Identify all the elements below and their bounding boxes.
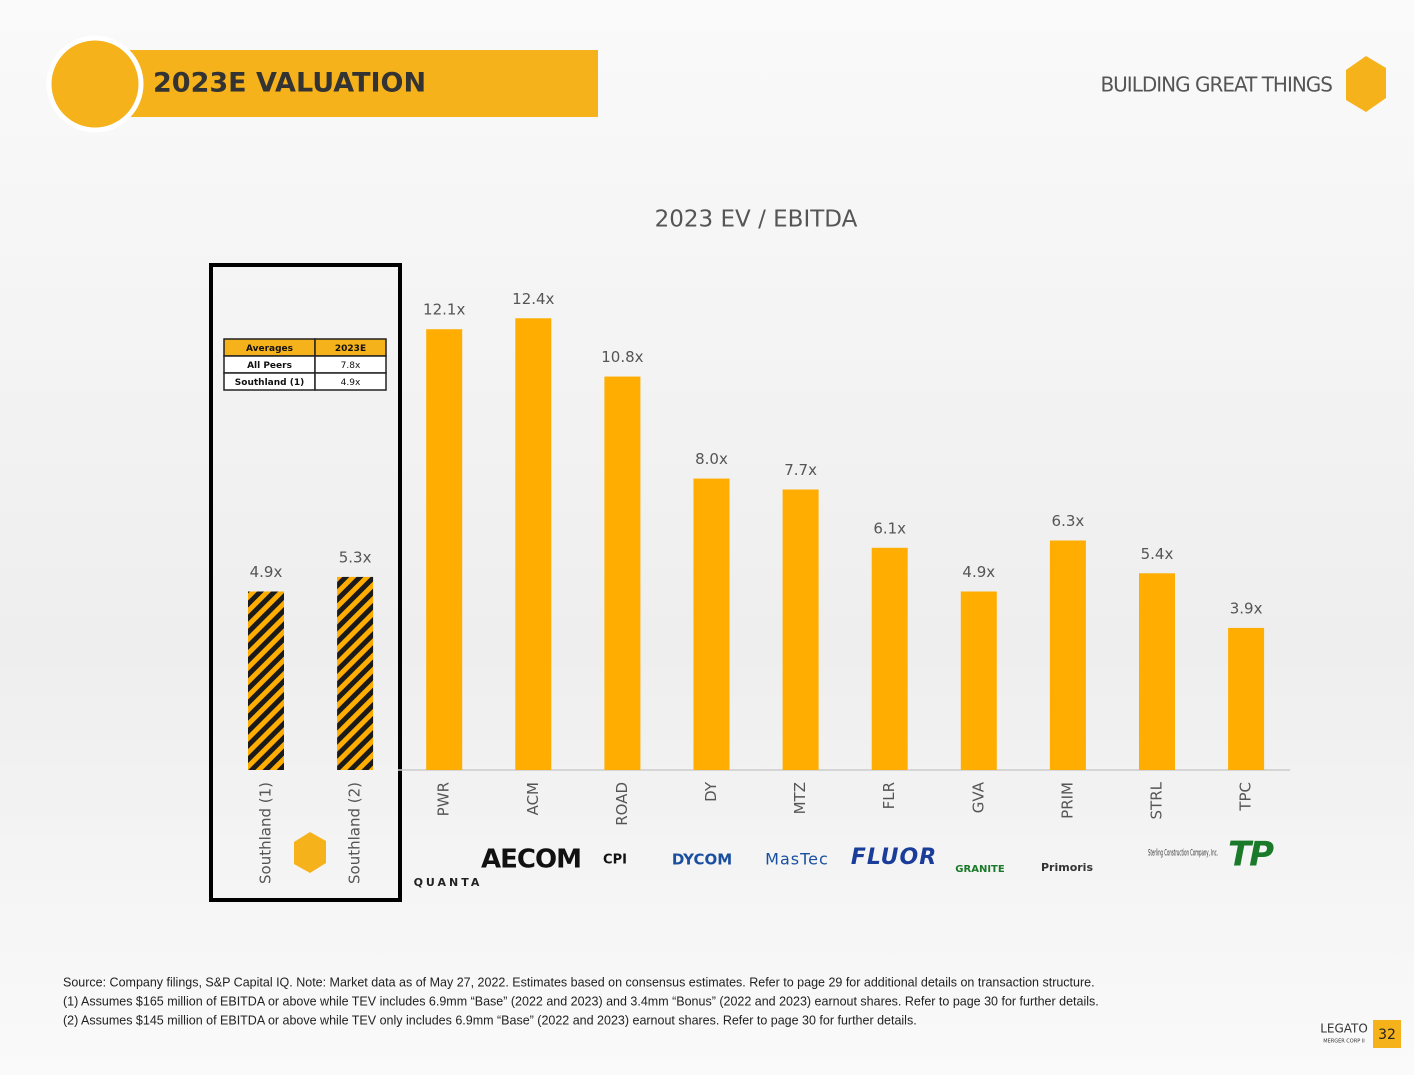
logo: AECOM xyxy=(481,845,581,875)
logo: TP xyxy=(1228,835,1274,875)
footnote: Source: Company filings, S&P Capital IQ.… xyxy=(63,975,1095,989)
tagline: BUILDING GREAT THINGS xyxy=(1100,73,1332,97)
bar xyxy=(337,576,374,770)
x-tick-label: Southland (1) xyxy=(257,782,275,884)
value-label: 5.3x xyxy=(339,548,372,566)
value-label: 5.4x xyxy=(1141,545,1174,563)
x-tick-label: TPC xyxy=(1237,782,1255,812)
bar xyxy=(248,591,284,770)
logo: MasTec xyxy=(765,850,829,869)
value-label: 6.1x xyxy=(873,519,906,537)
bar xyxy=(604,376,641,770)
value-label: 10.8x xyxy=(601,348,643,366)
x-tick-label: DY xyxy=(702,781,720,802)
x-tick-label: STRL xyxy=(1148,781,1166,819)
table-cell xyxy=(314,372,387,391)
x-tick-label: ACM xyxy=(524,782,542,815)
page-number: 32 xyxy=(1378,1027,1396,1043)
table-text: All Peers xyxy=(247,361,292,371)
logo: GRANITE xyxy=(955,864,1005,875)
x-tick-label: MTZ xyxy=(791,782,809,814)
table-text: Averages xyxy=(246,344,293,354)
x-tick-label: PRIM xyxy=(1058,782,1076,819)
x-tick-label: ROAD xyxy=(613,782,631,826)
value-label: 4.9x xyxy=(962,563,995,581)
brand-icon xyxy=(1346,56,1386,112)
value-label: 8.0x xyxy=(695,450,728,468)
footer-brand-sub: MERGER CORP II xyxy=(1323,1039,1365,1045)
table-text: Southland (1) xyxy=(235,378,304,388)
southland-box xyxy=(209,263,402,902)
value-label: 12.1x xyxy=(423,301,465,319)
value-label: 3.9x xyxy=(1230,599,1263,617)
logo: CPI xyxy=(603,853,627,868)
bar xyxy=(782,489,819,770)
x-tick-label: Southland (2) xyxy=(346,782,364,884)
logo: QUANTA xyxy=(414,876,483,889)
logo: Primoris xyxy=(1041,861,1093,874)
bar xyxy=(1049,540,1086,770)
bar xyxy=(515,318,552,770)
value-label: 4.9x xyxy=(250,563,283,581)
logo: FLUOR xyxy=(851,845,937,870)
value-label: 12.4x xyxy=(512,290,554,308)
value-label: 7.7x xyxy=(784,461,817,479)
footer-brand: LEGATO xyxy=(1320,1022,1368,1036)
table-text: 7.8x xyxy=(341,361,361,371)
logo: Sterling Construction Company, Inc. xyxy=(1148,849,1218,859)
x-tick-label: FLR xyxy=(880,782,898,809)
footnote: (2) Assumes $145 million of EBITDA or ab… xyxy=(63,1013,917,1027)
chart-title: 2023 EV / EBITDA xyxy=(655,207,858,233)
bar xyxy=(426,329,463,770)
value-label: 6.3x xyxy=(1052,512,1085,530)
bar xyxy=(1139,573,1175,770)
southland-icon xyxy=(294,832,326,873)
footnote: (1) Assumes $165 million of EBITDA or ab… xyxy=(63,994,1099,1008)
x-tick-label: PWR xyxy=(435,782,453,816)
bar xyxy=(871,547,908,770)
x-tick-label: GVA xyxy=(969,781,987,813)
footnotes: Source: Company filings, S&P Capital IQ.… xyxy=(63,975,1099,1027)
slide-title: 2023E VALUATION xyxy=(153,68,426,99)
page-box xyxy=(1373,1020,1401,1048)
title-band xyxy=(130,50,598,117)
bar xyxy=(693,478,730,770)
logo: DYCOM xyxy=(672,851,732,869)
bar xyxy=(1228,627,1265,770)
averages-table: Averages 2023E All Peers 7.8x Southland (1) 4… xyxy=(223,338,387,391)
bar xyxy=(960,591,997,770)
table-text: 4.9x xyxy=(341,378,361,388)
title-circle xyxy=(46,35,144,133)
table-text: 2023E xyxy=(335,344,366,354)
